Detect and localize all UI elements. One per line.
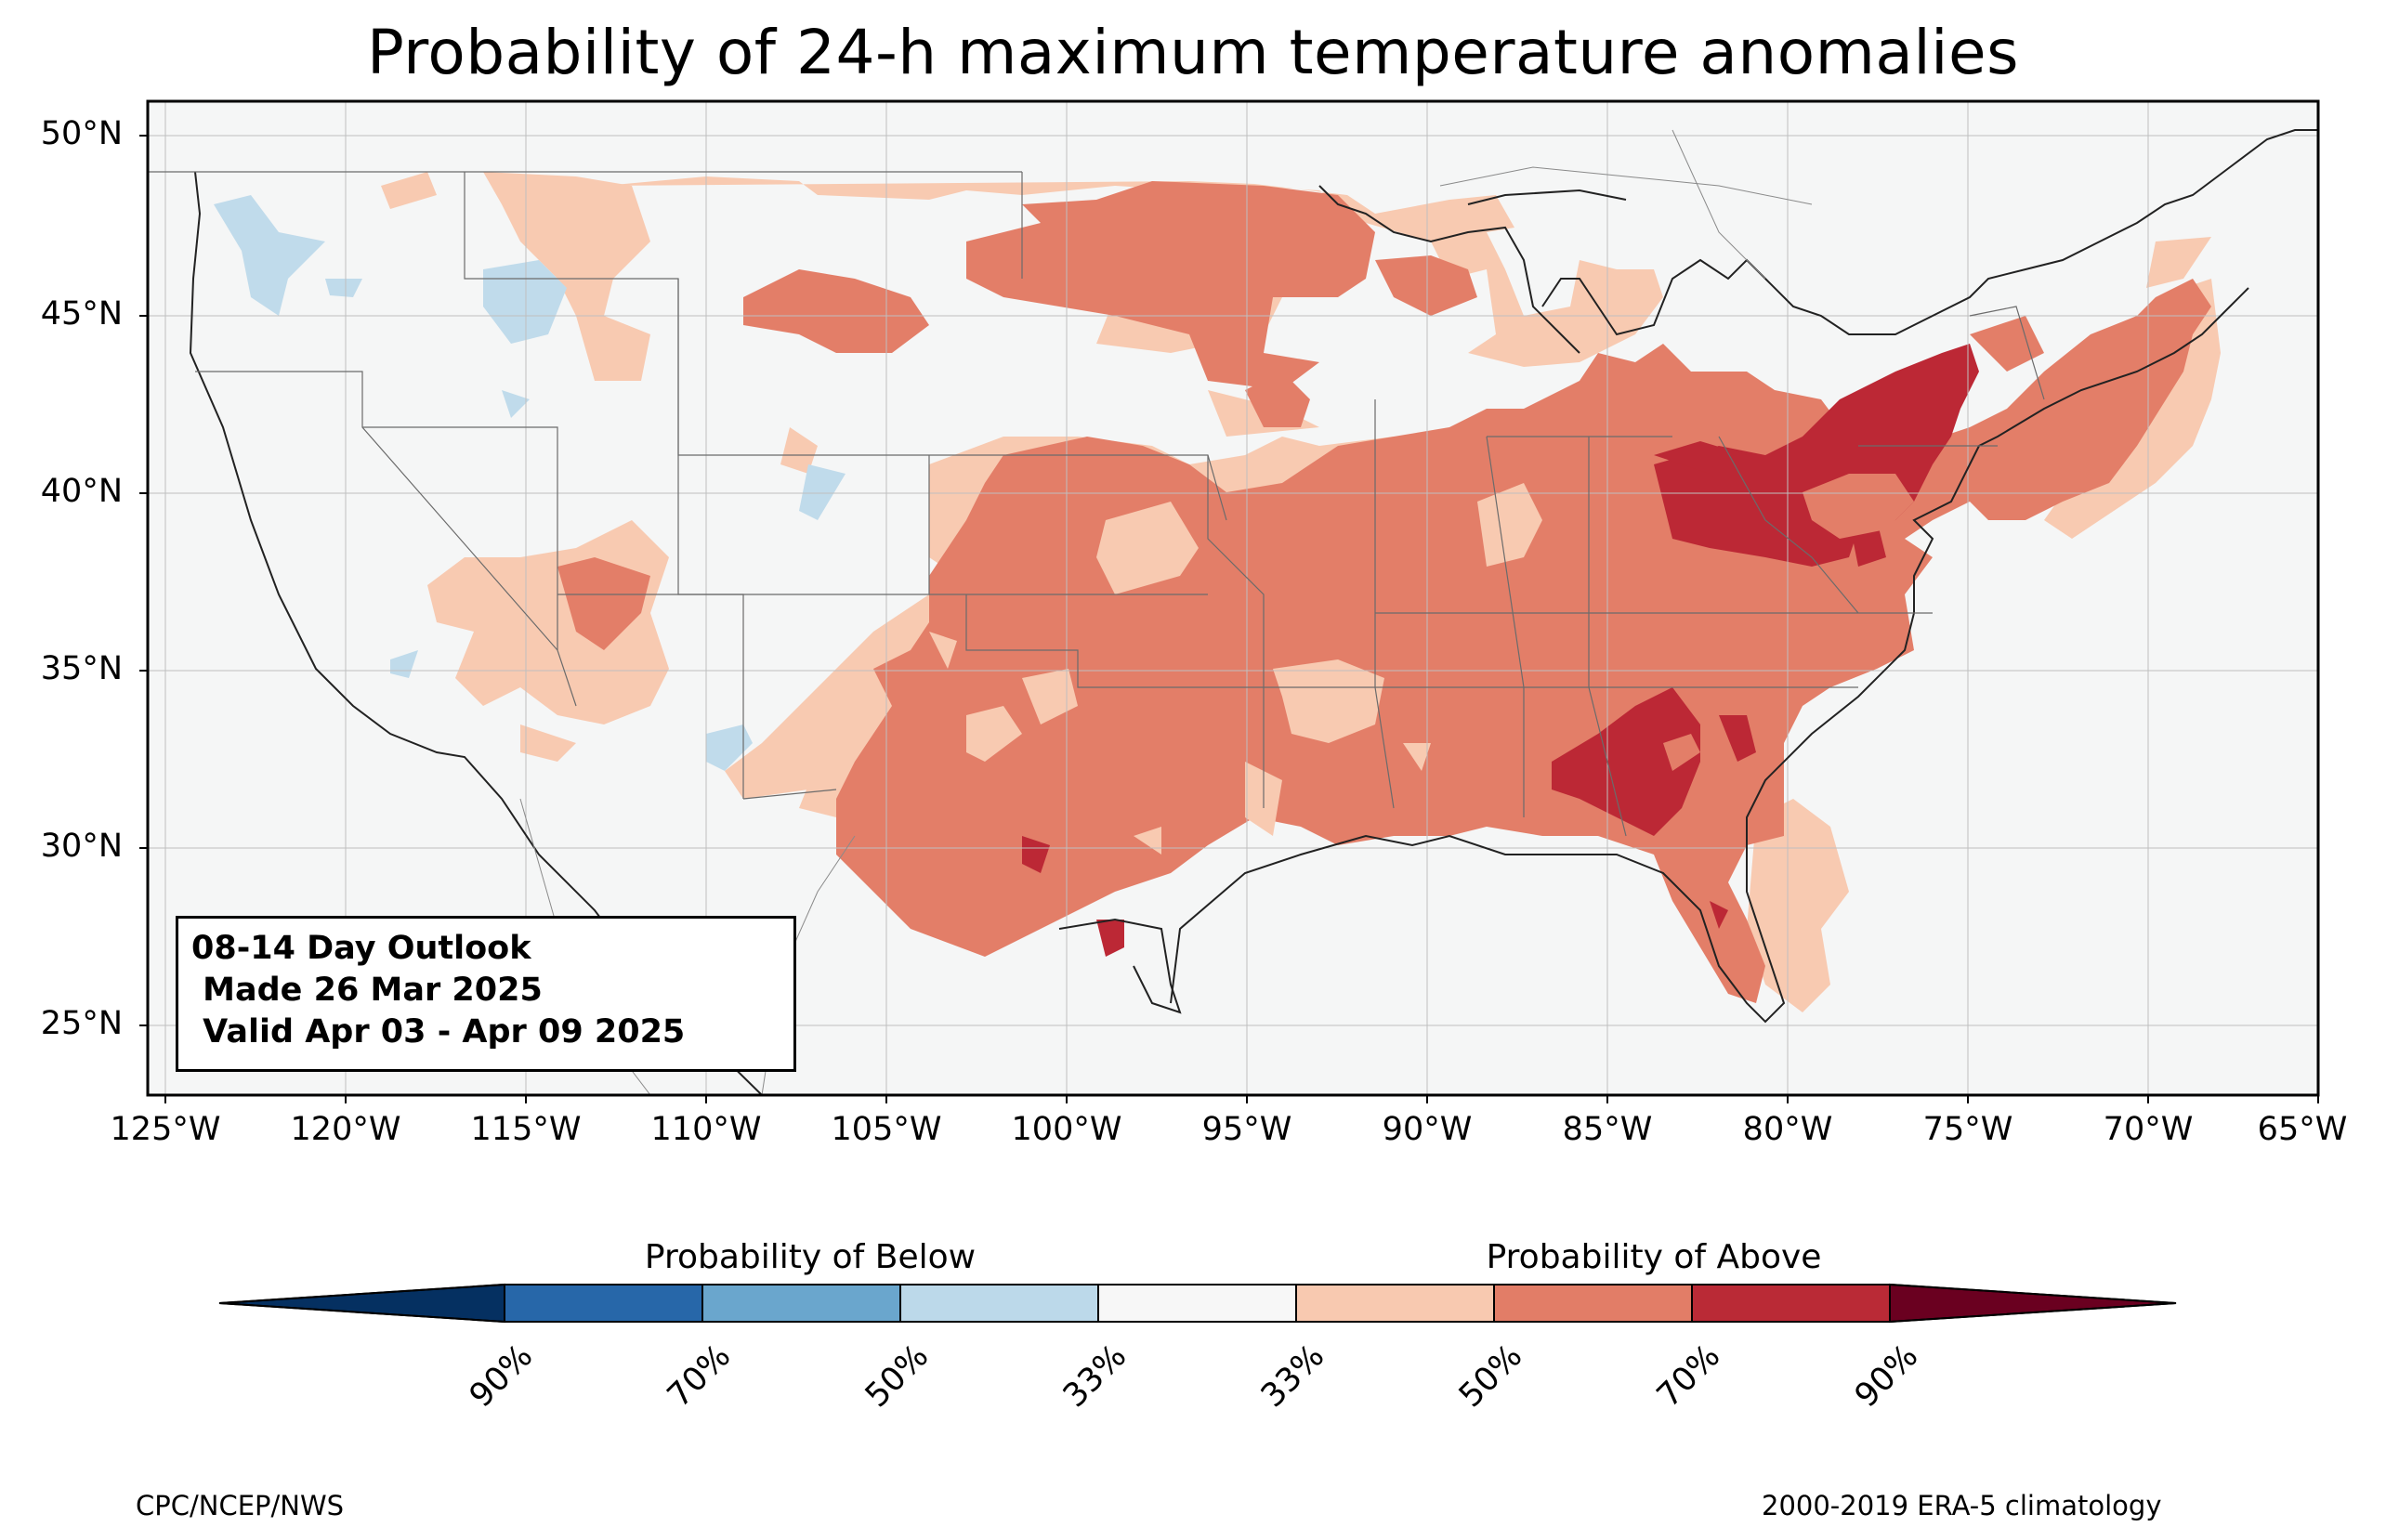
lat-label-30: 30°N bbox=[40, 828, 123, 865]
colorbar-bin-3 bbox=[701, 1284, 901, 1323]
above-50-70-region bbox=[557, 181, 2211, 1003]
below-33-50-region bbox=[214, 195, 846, 771]
colorbar bbox=[218, 1283, 2177, 1324]
axis-ticks bbox=[139, 135, 2319, 1103]
map-title: Probability of 24-h maximum temperature … bbox=[367, 17, 2019, 88]
lon-label-110w: 110°W bbox=[650, 1111, 762, 1148]
lon-label-120w: 120°W bbox=[290, 1111, 401, 1148]
lat-label-50: 50°N bbox=[40, 115, 123, 152]
state-boundaries bbox=[148, 171, 2045, 837]
outlook-made-date: Made 26 Mar 2025 bbox=[191, 972, 543, 1009]
graticule bbox=[148, 101, 2318, 1095]
colorbar-extend-low bbox=[218, 1283, 505, 1324]
lon-label-95w: 95°W bbox=[1201, 1111, 1292, 1148]
outlook-info-box: 08-14 Day Outlook Made 26 Mar 2025 Valid… bbox=[176, 916, 796, 1072]
lat-label-35: 35°N bbox=[40, 650, 123, 687]
lat-label-25: 25°N bbox=[40, 1005, 123, 1042]
lon-label-75w: 75°W bbox=[1922, 1111, 2013, 1148]
above-50-70-inner-region bbox=[1663, 474, 1914, 771]
lon-label-70w: 70°W bbox=[2103, 1111, 2194, 1148]
colorbar-bin-7 bbox=[1493, 1284, 1693, 1323]
lon-label-90w: 90°W bbox=[1382, 1111, 1473, 1148]
lon-label-100w: 100°W bbox=[1011, 1111, 1122, 1148]
above-33-50-inner-region bbox=[929, 483, 1542, 855]
lon-label-85w: 85°W bbox=[1562, 1111, 1653, 1148]
colorbar-above-heading: Probability of Above bbox=[1486, 1238, 1822, 1276]
lon-label-65w: 65°W bbox=[2257, 1111, 2348, 1148]
lon-label-125w: 125°W bbox=[110, 1111, 221, 1148]
outlook-period: 08-14 Day Outlook bbox=[191, 930, 531, 967]
colorbar-below-heading: Probability of Below bbox=[644, 1238, 977, 1276]
colorbar-bin-4 bbox=[899, 1284, 1099, 1323]
colorbar-bin-5 bbox=[1097, 1284, 1297, 1323]
map-frame bbox=[146, 99, 2320, 1097]
colorbar-bin-6 bbox=[1295, 1284, 1495, 1323]
outlook-valid-range: Valid Apr 03 - Apr 09 2025 bbox=[191, 1013, 686, 1051]
lon-label-105w: 105°W bbox=[831, 1111, 942, 1148]
lon-label-80w: 80°W bbox=[1742, 1111, 1833, 1148]
credit-climatology: 2000-2019 ERA-5 climatology bbox=[1762, 1490, 2162, 1521]
lat-label-40: 40°N bbox=[40, 473, 123, 510]
lon-label-115w: 115°W bbox=[470, 1111, 582, 1148]
colorbar-bin-8 bbox=[1691, 1284, 1891, 1323]
lat-label-45: 45°N bbox=[40, 295, 123, 333]
colorbar-extend-high bbox=[1889, 1283, 2177, 1324]
colorbar-bin-2 bbox=[504, 1284, 703, 1323]
credit-agency: CPC/NCEP/NWS bbox=[136, 1490, 345, 1521]
